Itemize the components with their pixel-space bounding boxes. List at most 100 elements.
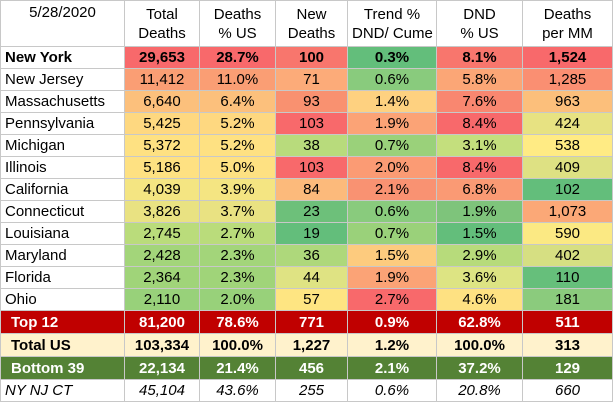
total-us-total: 103,334	[124, 333, 200, 357]
state-name: Illinois	[0, 156, 125, 179]
table-row: New Jersey 11,412 11.0% 71 0.6% 5.8% 1,285	[0, 68, 613, 91]
cell-total: 6,640	[124, 90, 200, 113]
table-row: Massachusetts 6,640 6.4% 93 1.4% 7.6% 963	[0, 90, 613, 113]
cell-pct-us: 28.7%	[199, 46, 276, 69]
total-us-new: 1,227	[275, 333, 348, 357]
top12-new: 771	[275, 310, 348, 334]
cell-pct-us: 5.2%	[199, 112, 276, 135]
cell-per-mm: 181	[522, 288, 613, 311]
cell-new: 103	[275, 112, 348, 135]
cell-dnd-pct: 7.6%	[436, 90, 523, 113]
bottom39-row: Bottom 39 22,134 21.4% 456 2.1% 37.2% 12…	[0, 356, 613, 380]
state-name: Massachusetts	[0, 90, 125, 113]
cell-pct-us: 2.7%	[199, 222, 276, 245]
cell-pct-us: 2.3%	[199, 266, 276, 289]
cell-per-mm: 590	[522, 222, 613, 245]
cell-dnd-pct: 2.9%	[436, 244, 523, 267]
top12-per-mm: 511	[522, 310, 613, 334]
table-row: Michigan 5,372 5.2% 38 0.7% 3.1% 538	[0, 134, 613, 157]
col-header-total-deaths: Total Deaths	[124, 0, 200, 47]
cell-pct-us: 2.0%	[199, 288, 276, 311]
header-row: 5/28/2020 Total Deaths Deaths% US New Deat…	[0, 0, 613, 47]
deaths-table: 5/28/2020 Total Deaths Deaths% US New Deat…	[0, 0, 613, 402]
cell-dnd-pct: 8.4%	[436, 156, 523, 179]
top12-trend: 0.9%	[347, 310, 437, 334]
ny-nj-ct-new: 255	[275, 379, 348, 402]
cell-per-mm: 402	[522, 244, 613, 267]
total-us-trend: 1.2%	[347, 333, 437, 357]
cell-new: 103	[275, 156, 348, 179]
col-header-new-deaths: New Deaths	[275, 0, 348, 47]
cell-pct-us: 3.7%	[199, 200, 276, 223]
total-us-pct-us: 100.0%	[199, 333, 276, 357]
cell-total: 11,412	[124, 68, 200, 91]
table-row: California 4,039 3.9% 84 2.1% 6.8% 102	[0, 178, 613, 201]
cell-per-mm: 963	[522, 90, 613, 113]
cell-per-mm: 409	[522, 156, 613, 179]
state-name: New Jersey	[0, 68, 125, 91]
col-header-dnd-pct-us: DND% US	[436, 0, 523, 47]
cell-pct-us: 5.2%	[199, 134, 276, 157]
ny-nj-ct-per-mm: 660	[522, 379, 613, 402]
top12-label: Top 12	[0, 310, 125, 334]
cell-dnd-pct: 3.6%	[436, 266, 523, 289]
cell-per-mm: 110	[522, 266, 613, 289]
cell-total: 2,745	[124, 222, 200, 245]
cell-total: 29,653	[124, 46, 200, 69]
state-rows: New York 29,653 28.7% 100 0.3% 8.1% 1,524 New J…	[0, 46, 613, 311]
cell-total: 5,372	[124, 134, 200, 157]
cell-dnd-pct: 8.4%	[436, 112, 523, 135]
table-row: New York 29,653 28.7% 100 0.3% 8.1% 1,524	[0, 46, 613, 69]
cell-new: 84	[275, 178, 348, 201]
top12-dnd-pct: 62.8%	[436, 310, 523, 334]
table-row: Maryland 2,428 2.3% 36 1.5% 2.9% 402	[0, 244, 613, 267]
cell-per-mm: 424	[522, 112, 613, 135]
cell-dnd-pct: 6.8%	[436, 178, 523, 201]
cell-trend: 1.9%	[347, 266, 437, 289]
cell-dnd-pct: 8.1%	[436, 46, 523, 69]
table-row: Connecticut 3,826 3.7% 23 0.6% 1.9% 1,073	[0, 200, 613, 223]
cell-trend: 0.7%	[347, 134, 437, 157]
cell-new: 36	[275, 244, 348, 267]
cell-dnd-pct: 4.6%	[436, 288, 523, 311]
cell-per-mm: 102	[522, 178, 613, 201]
total-us-row: Total US 103,334 100.0% 1,227 1.2% 100.0…	[0, 333, 613, 357]
cell-trend: 2.7%	[347, 288, 437, 311]
table-row: Pennsylvania 5,425 5.2% 103 1.9% 8.4% 424	[0, 112, 613, 135]
ny-nj-ct-total: 45,104	[124, 379, 200, 402]
cell-pct-us: 6.4%	[199, 90, 276, 113]
table-row: Ohio 2,110 2.0% 57 2.7% 4.6% 181	[0, 288, 613, 311]
cell-total: 2,428	[124, 244, 200, 267]
cell-trend: 0.3%	[347, 46, 437, 69]
state-name: Pennsylvania	[0, 112, 125, 135]
state-name: California	[0, 178, 125, 201]
bottom39-label: Bottom 39	[0, 356, 125, 380]
cell-per-mm: 1,524	[522, 46, 613, 69]
top12-row: Top 12 81,200 78.6% 771 0.9% 62.8% 511	[0, 310, 613, 334]
cell-new: 57	[275, 288, 348, 311]
cell-new: 38	[275, 134, 348, 157]
cell-total: 2,110	[124, 288, 200, 311]
total-us-per-mm: 313	[522, 333, 613, 357]
ny-nj-ct-dnd-pct: 20.8%	[436, 379, 523, 402]
cell-total: 4,039	[124, 178, 200, 201]
col-header-deaths-pct-us: Deaths% US	[199, 0, 276, 47]
cell-dnd-pct: 3.1%	[436, 134, 523, 157]
cell-new: 19	[275, 222, 348, 245]
bottom39-new: 456	[275, 356, 348, 380]
bottom39-total: 22,134	[124, 356, 200, 380]
col-header-deaths-per-mm: Deaths per MM	[522, 0, 613, 47]
cell-trend: 2.0%	[347, 156, 437, 179]
state-name: Connecticut	[0, 200, 125, 223]
cell-new: 44	[275, 266, 348, 289]
cell-trend: 1.5%	[347, 244, 437, 267]
date-cell: 5/28/2020	[0, 0, 125, 47]
bottom39-trend: 2.1%	[347, 356, 437, 380]
cell-new: 100	[275, 46, 348, 69]
cell-total: 2,364	[124, 266, 200, 289]
bottom39-pct-us: 21.4%	[199, 356, 276, 380]
cell-dnd-pct: 1.9%	[436, 200, 523, 223]
state-name: Ohio	[0, 288, 125, 311]
col-header-trend: Trend % DND/ Cume	[347, 0, 437, 47]
cell-total: 5,425	[124, 112, 200, 135]
